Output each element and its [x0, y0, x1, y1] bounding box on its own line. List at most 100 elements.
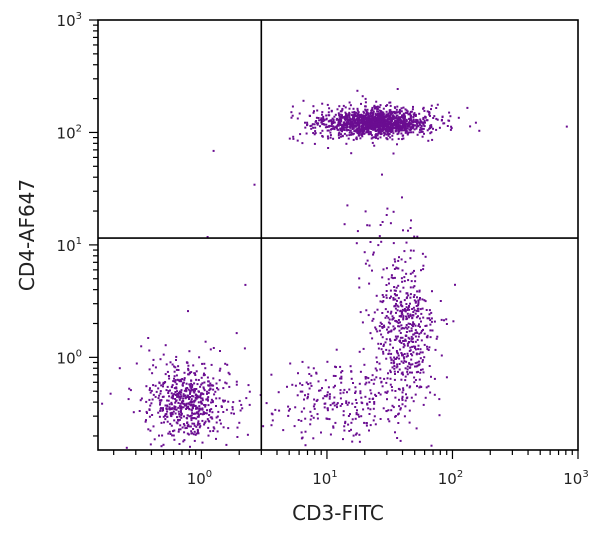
data-point [174, 412, 177, 415]
data-point [402, 118, 405, 121]
data-point [430, 131, 433, 134]
data-point [371, 109, 374, 112]
data-point [290, 111, 293, 114]
data-point [204, 420, 207, 423]
data-point [235, 332, 238, 335]
data-point [397, 325, 400, 328]
data-point [404, 108, 407, 111]
data-point [408, 409, 411, 412]
data-point [176, 378, 179, 381]
data-point [287, 409, 290, 412]
data-point [190, 419, 193, 422]
data-point [217, 388, 220, 391]
data-point [340, 133, 342, 136]
data-point [408, 131, 411, 134]
data-point [416, 385, 418, 388]
data-point [378, 106, 381, 109]
data-point [399, 122, 402, 125]
data-point [373, 144, 376, 147]
data-point [208, 389, 211, 392]
data-point [408, 305, 411, 308]
data-point [348, 113, 351, 115]
data-point [226, 363, 229, 366]
data-point [410, 115, 412, 117]
data-point [211, 417, 214, 420]
data-point [149, 391, 152, 394]
data-point [198, 426, 201, 429]
data-point [360, 415, 363, 418]
data-point [420, 130, 423, 133]
data-point [380, 323, 383, 325]
data-point [340, 118, 343, 121]
data-point [346, 391, 348, 394]
data-point [402, 137, 405, 140]
data-point [351, 440, 354, 443]
data-point [164, 404, 167, 407]
data-point [204, 412, 207, 415]
data-point [382, 296, 385, 298]
data-point [392, 346, 394, 349]
data-point [430, 104, 433, 107]
data-point [337, 121, 340, 124]
data-point [372, 128, 375, 131]
data-point [397, 319, 400, 321]
data-point [398, 108, 401, 111]
data-point [406, 354, 409, 357]
data-point [357, 111, 360, 114]
data-point [246, 433, 249, 436]
data-point [313, 133, 316, 136]
data-point [382, 268, 385, 271]
data-point [393, 305, 396, 308]
data-point [371, 337, 374, 340]
data-point [372, 382, 375, 385]
data-point [184, 396, 187, 399]
data-point [175, 374, 178, 377]
data-point [321, 120, 324, 123]
data-point [306, 121, 309, 124]
data-point [231, 408, 234, 411]
data-point [320, 117, 323, 120]
data-point [336, 118, 339, 121]
data-point [333, 396, 336, 399]
data-point [389, 356, 392, 359]
data-point [235, 383, 238, 386]
data-point [381, 120, 384, 122]
data-point [409, 371, 411, 374]
data-point [194, 412, 197, 415]
data-point [348, 107, 351, 110]
data-point [206, 392, 208, 395]
data-point [299, 133, 302, 136]
data-point [150, 402, 153, 405]
data-point [363, 127, 366, 130]
data-point [379, 377, 382, 380]
data-point [390, 409, 393, 412]
data-point [199, 396, 202, 399]
data-point [354, 392, 357, 394]
data-point [407, 294, 410, 297]
data-point [149, 429, 152, 432]
data-point [378, 325, 381, 328]
data-point [358, 350, 361, 353]
data-point [410, 219, 412, 222]
data-point [409, 257, 412, 260]
data-point [189, 401, 192, 404]
data-point [173, 438, 176, 441]
data-point [348, 114, 351, 117]
data-point [387, 326, 390, 329]
data-point [322, 397, 325, 400]
data-point [389, 136, 392, 139]
data-point [243, 347, 246, 350]
data-point [342, 123, 345, 126]
data-point [178, 398, 181, 401]
data-point [180, 412, 183, 415]
data-point [401, 116, 404, 119]
data-point [202, 387, 205, 390]
data-point [341, 108, 344, 111]
data-point [358, 130, 361, 133]
data-point [395, 286, 398, 289]
data-point [386, 128, 389, 131]
data-point [417, 299, 420, 302]
data-point [167, 399, 170, 402]
data-point [159, 409, 162, 412]
